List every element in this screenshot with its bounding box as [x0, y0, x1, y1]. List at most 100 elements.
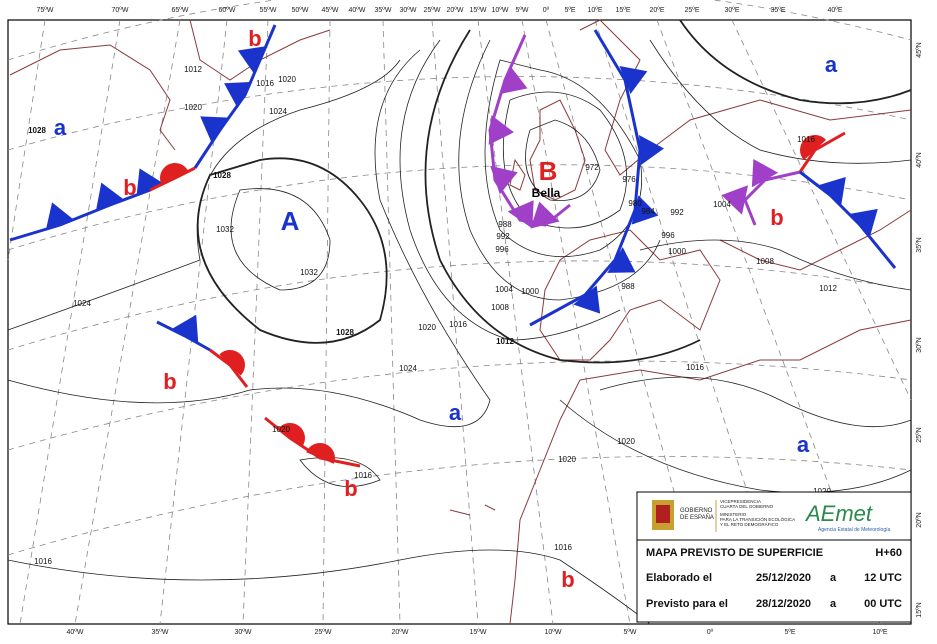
isobar-label: 1024: [269, 107, 287, 116]
lon-label: 25ºW: [315, 629, 332, 636]
lon-label: 10ºE: [872, 629, 887, 636]
lon-label: 45ºW: [322, 7, 339, 14]
lon-label: 75ºW: [37, 7, 54, 14]
isobars: [7, 19, 912, 625]
isobar-label: 1028: [336, 328, 354, 337]
pressure-center: b: [248, 26, 261, 51]
agency-name: Agencia Estatal de Meteorología: [818, 527, 890, 533]
legend-title: MAPA PREVISTO DE SUPERFICIE: [646, 547, 823, 559]
isobar-label: 1000: [521, 287, 539, 296]
pressure-center: a: [449, 400, 462, 425]
isobar-label: 1028: [28, 126, 46, 135]
pressure-center: b: [163, 369, 176, 394]
lon-label: 25ºW: [424, 7, 441, 14]
lat-label: 45ºN: [916, 42, 923, 57]
isobar-label: 1016: [256, 79, 274, 88]
lead-time: H+60: [875, 547, 902, 559]
isobar-label: 1016: [686, 363, 704, 372]
lon-label: 40ºW: [67, 629, 84, 636]
lon-label: 15ºW: [470, 7, 487, 14]
isobar-label: 1016: [34, 557, 52, 566]
lat-label: 40ºN: [916, 152, 923, 167]
lon-label: 15ºW: [470, 629, 487, 636]
pressure-center: b: [770, 205, 783, 230]
lon-label: 5ºW: [623, 629, 636, 636]
isobar-label: 1016: [797, 135, 815, 144]
pressure-center: b: [561, 567, 574, 592]
lon-label: 40ºE: [827, 7, 842, 14]
isobar-label: 1032: [216, 225, 234, 234]
valid-time: 00 UTC: [864, 598, 902, 610]
lon-label: 5ºE: [564, 7, 575, 14]
isobar-label: 988: [621, 282, 635, 291]
ministry-text: Y EL RETO DEMOGRÁFICO: [720, 521, 779, 527]
isobar-label: 1012: [819, 284, 837, 293]
made-time: 12 UTC: [864, 572, 902, 584]
isobar-label: 1016: [354, 471, 372, 480]
agency-logo: AEmet: [804, 501, 873, 526]
isobar-label: 1008: [756, 257, 774, 266]
lon-label: 70ºW: [112, 7, 129, 14]
lon-label: 20ºE: [649, 7, 664, 14]
storm-name: Bella: [532, 186, 561, 200]
isobar-label: 972: [585, 163, 599, 172]
lon-label: 10ºW: [545, 629, 562, 636]
isobar-label: 1012: [184, 65, 202, 74]
made-label: Elaborado el: [646, 572, 712, 584]
isobar-label: 992: [670, 208, 684, 217]
lon-label: 35ºE: [770, 7, 785, 14]
isobar-label: 996: [495, 245, 509, 254]
isobar-label: 1016: [554, 543, 572, 552]
lon-label: 30ºW: [235, 629, 252, 636]
lon-label: 50ºW: [292, 7, 309, 14]
pressure-center: a: [825, 52, 838, 77]
isobar-label: 992: [496, 232, 510, 241]
isobar-label: 1032: [300, 268, 318, 277]
lon-label: 30ºE: [724, 7, 739, 14]
coat-of-arms-shield: [656, 505, 670, 523]
lon-label: 20ºW: [447, 7, 464, 14]
pressure-center: a: [797, 432, 810, 457]
lon-label: 25ºE: [684, 7, 699, 14]
isobar-label: 1020: [278, 75, 296, 84]
lat-label: 35ºN: [916, 237, 923, 252]
lon-label: 60ºW: [219, 7, 236, 14]
isobar-label: 1020: [617, 437, 635, 446]
pressure-center: B: [539, 156, 558, 186]
isobar-label: 1020: [558, 455, 576, 464]
lon-label: 65ºW: [172, 7, 189, 14]
isobar-label: 1024: [399, 364, 417, 373]
made-at: a: [830, 572, 837, 584]
pressure-center: a: [54, 115, 67, 140]
legend-frame: [636, 491, 912, 623]
valid-label: Previsto para el: [646, 598, 728, 610]
lon-label: 35ºW: [375, 7, 392, 14]
lon-label: 35ºW: [152, 629, 169, 636]
lon-label: 0º: [543, 7, 550, 14]
isobar-label: 984: [641, 207, 655, 216]
pressure-center: A: [281, 206, 300, 236]
lat-label: 30ºN: [916, 337, 923, 352]
isobar-label: 1016: [449, 320, 467, 329]
lon-label: 10ºE: [587, 7, 602, 14]
lon-label: 0º: [707, 629, 714, 636]
isobar-label: 1000: [668, 247, 686, 256]
ministry-text: MINISTERIO: [720, 512, 747, 517]
ministry-text: CUARTA DEL GOBIERNO: [720, 504, 774, 509]
valid-date: 28/12/2020: [756, 598, 811, 610]
isobar-label: 1024: [73, 299, 91, 308]
isobar-label: 988: [498, 220, 512, 229]
lon-label: 10ºW: [492, 7, 509, 14]
legend-box: GOBIERNO DE ESPAÑA VICEPRESIDENCIA CUART…: [636, 491, 912, 623]
isobar-label: 1020: [184, 103, 202, 112]
lat-label: 15ºN: [916, 602, 923, 617]
isobar-label: 1028: [213, 171, 231, 180]
lon-label: 40ºW: [349, 7, 366, 14]
lon-label: 20ºW: [392, 629, 409, 636]
lat-label: 20ºN: [916, 512, 923, 527]
isobar-label: 980: [628, 199, 642, 208]
isobar-label: 1008: [491, 303, 509, 312]
isobar-label: 1004: [713, 200, 731, 209]
isobar-label: 1012: [496, 337, 514, 346]
ministry-text: PARA LA TRANSICIÓN ECOLÓGICA: [720, 516, 795, 522]
